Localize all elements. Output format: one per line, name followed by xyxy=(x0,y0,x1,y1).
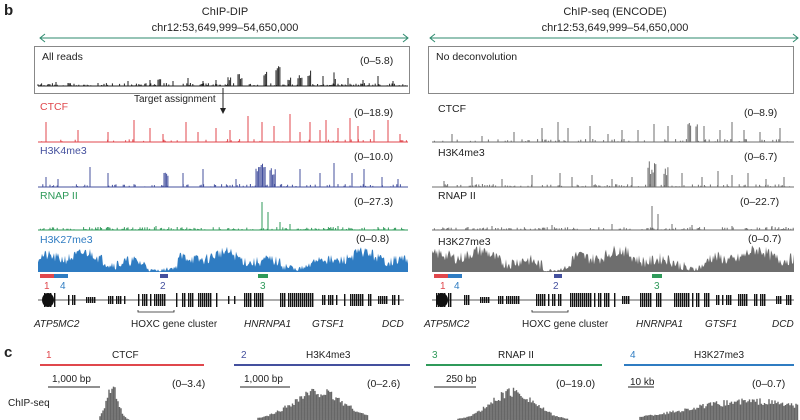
right-track-label-ctcf: CTCF xyxy=(438,103,466,115)
right-coords: chr12:53,649,999–54,650,000 xyxy=(541,22,689,34)
left-track-label-h3k27me3: H3K27me3 xyxy=(40,234,93,246)
all-reads-range: (0–5.8) xyxy=(360,55,394,67)
left-track-range-rnap2: (0–27.3) xyxy=(354,196,394,208)
left-track-h3k27me3 xyxy=(38,246,408,272)
right-title: ChIP-seq (ENCODE) xyxy=(563,6,667,18)
gene-label-gtsf1-left: GTSF1 xyxy=(312,319,345,330)
right-track-rnap2 xyxy=(432,206,794,231)
no-deconvolution-label: No deconvolution xyxy=(436,51,518,63)
marker-left-2: 2 xyxy=(160,281,166,292)
gene-label-atp5mc2-left: ATP5MC2 xyxy=(34,319,80,330)
left-track-h3k4me3 xyxy=(38,163,408,188)
right-track-range-rnap2: (0–22.7) xyxy=(740,196,780,208)
zoom-1-number: 1 xyxy=(46,350,52,361)
all-reads-label: All reads xyxy=(42,51,83,63)
left-coords: chr12:53,649,999–54,650,000 xyxy=(151,22,299,34)
zoom-3-number: 3 xyxy=(432,350,438,361)
left-track-range-h3k4me3: (0–10.0) xyxy=(354,151,394,163)
left-track-rnap2 xyxy=(38,202,408,231)
gene-label-atp5mc2-right: ATP5MC2 xyxy=(424,319,470,330)
gene-label-dcd-right: DCD xyxy=(772,319,794,330)
zoom-2-number: 2 xyxy=(241,350,247,361)
right-track-label-rnap2: RNAP II xyxy=(438,190,476,202)
marker-left-3: 3 xyxy=(260,281,266,292)
gene-label-dcd-left: DCD xyxy=(382,319,404,330)
zoom-2-range: (0–2.6) xyxy=(367,378,401,390)
right-track-range-h3k27me3: (0–0.7) xyxy=(748,233,782,245)
zoom-1-range: (0–3.4) xyxy=(172,378,206,390)
left-title: ChIP-DIP xyxy=(201,6,249,18)
right-track-h3k27me3 xyxy=(432,245,794,272)
gene-label-hnrnpa1-left: HNRNPA1 xyxy=(244,319,292,330)
marker-right-1: 1 xyxy=(440,281,446,292)
right-track-h3k4me3 xyxy=(432,161,794,188)
zoom-4-range: (0–0.7) xyxy=(752,378,786,390)
zoom-3-range: (0–19.0) xyxy=(556,378,596,390)
left-track-range-h3k27me3: (0–0.8) xyxy=(356,233,390,245)
gene-label-hoxc-right: HOXC gene cluster xyxy=(522,319,609,330)
zoom-3-scale: 250 bp xyxy=(446,374,477,385)
marker-left-4: 4 xyxy=(60,281,66,292)
no-deconvolution-box xyxy=(428,46,794,94)
target-assignment-label: Target assignment xyxy=(134,94,216,105)
marker-right-4: 4 xyxy=(454,281,460,292)
right-track-range-h3k4me3: (0–6.7) xyxy=(744,151,778,163)
marker-right-3: 3 xyxy=(654,281,660,292)
left-track-label-ctcf: CTCF xyxy=(40,101,68,113)
gene-label-gtsf1-right: GTSF1 xyxy=(705,319,738,330)
all-reads-signal xyxy=(37,66,408,87)
target-assignment-arrow xyxy=(220,88,226,114)
right-track-label-h3k4me3: H3K4me3 xyxy=(438,147,485,159)
panel-letter-c: c xyxy=(4,344,13,361)
right-track-label-h3k27me3: H3K27me3 xyxy=(438,236,491,248)
zoom-4-number: 4 xyxy=(630,350,636,361)
right-track-range-ctcf: (0–8.9) xyxy=(744,107,778,119)
chipseq-row-label: ChIP-seq xyxy=(8,398,50,409)
zoom-2-scale: 1,000 bp xyxy=(244,374,283,385)
gene-label-hoxc-left: HOXC gene cluster xyxy=(131,319,218,330)
left-track-label-rnap2: RNAP II xyxy=(40,190,78,202)
zoom-2-target: H3K4me3 xyxy=(306,350,351,361)
zoom-1-target: CTCF xyxy=(112,350,139,361)
panel-c-graphics xyxy=(40,364,799,420)
left-track-range-ctcf: (0–18.9) xyxy=(354,107,394,119)
zoom-4-target: H3K27me3 xyxy=(694,350,745,361)
all-reads-box xyxy=(34,46,410,94)
marker-left-1: 1 xyxy=(44,281,50,292)
gene-label-hnrnpa1-right: HNRNPA1 xyxy=(636,319,684,330)
panel-letter-b: b xyxy=(4,2,14,19)
zoom-4-scale: 10 kb xyxy=(630,377,655,388)
marker-right-2: 2 xyxy=(553,281,559,292)
zoom-1-scale: 1,000 bp xyxy=(52,374,91,385)
zoom-3-target: RNAP II xyxy=(498,350,534,361)
left-track-ctcf xyxy=(38,114,408,143)
left-track-label-h3k4me3: H3K4me3 xyxy=(40,145,87,157)
gene-annotation-tracks xyxy=(38,274,794,313)
right-track-ctcf xyxy=(432,122,794,143)
